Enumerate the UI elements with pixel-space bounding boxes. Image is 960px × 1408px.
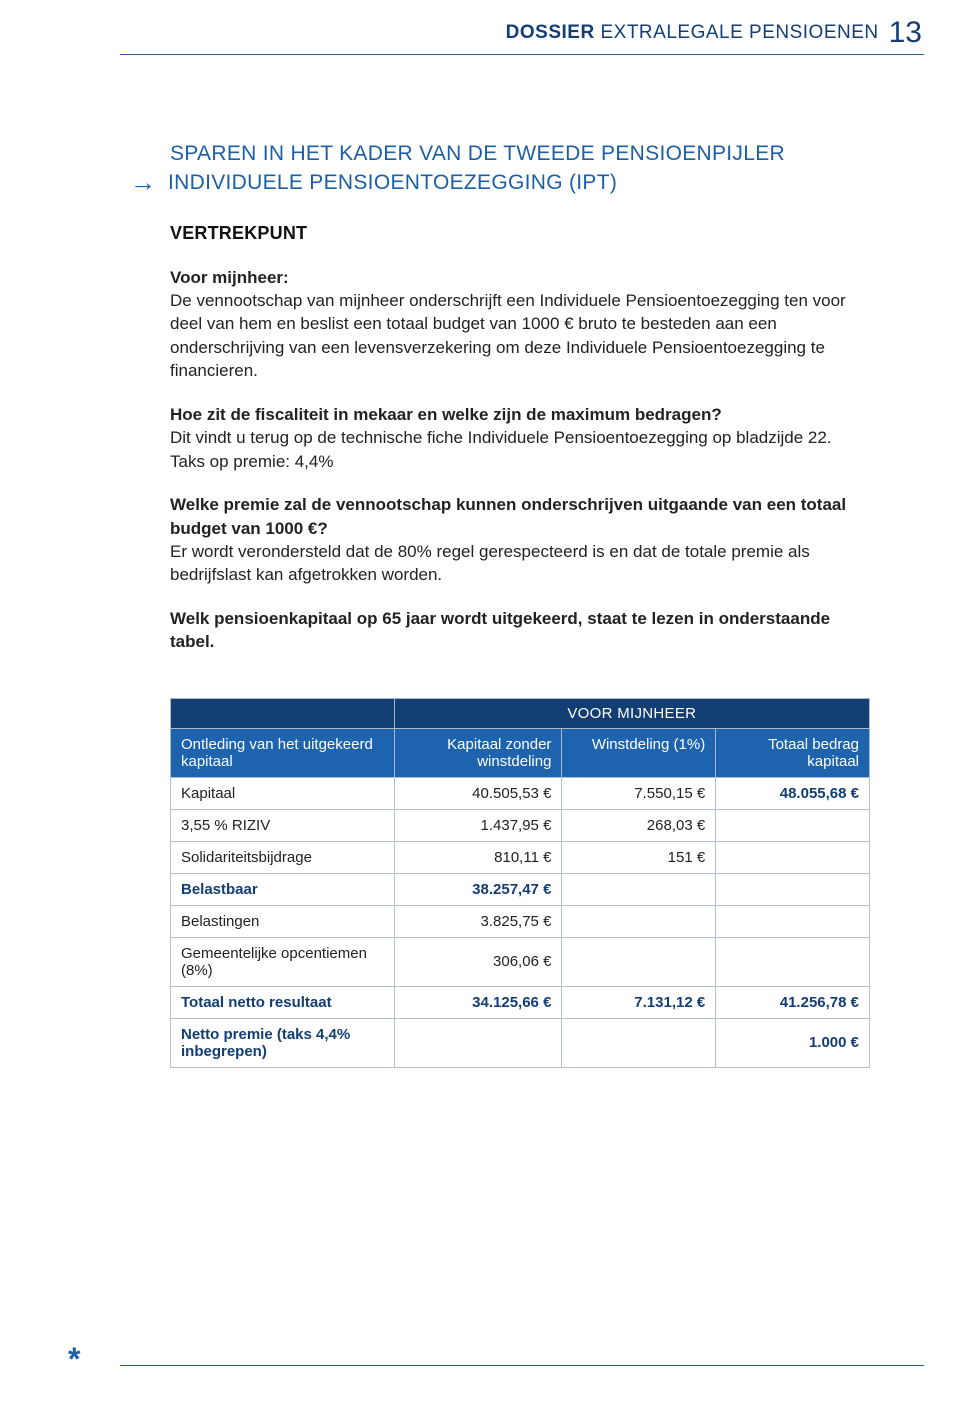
table-cell-label: Kapitaal (171, 777, 395, 809)
table-cell: 48.055,68 € (716, 777, 870, 809)
table-cell-label: 3,55 % RIZIV (171, 809, 395, 841)
table-cell (716, 937, 870, 986)
pension-table: VOOR MIJNHEER Ontleding van het uitgekee… (170, 698, 870, 1068)
table-cell (394, 1018, 562, 1067)
fiscal-heading: Hoe zit de fiscaliteit in mekaar en welk… (170, 403, 870, 426)
table-cell (716, 873, 870, 905)
table-cell: 34.125,66 € (394, 986, 562, 1018)
table-cell: 41.256,78 € (716, 986, 870, 1018)
mijnheer-heading: Voor mijnheer: (170, 266, 870, 289)
footer-rule (120, 1365, 924, 1366)
table-row: Netto premie (taks 4,4% inbegrepen) 1.000… (171, 1018, 870, 1067)
asterisk-icon: * (68, 1341, 80, 1378)
table-cell (562, 873, 716, 905)
page-number: 13 (889, 18, 922, 48)
table-cell: 7.550,15 € (562, 777, 716, 809)
table-banner-blank (171, 698, 395, 728)
table-row: Belastingen3.825,75 € (171, 905, 870, 937)
mijnheer-body: De vennootschap van mijnheer onderschrij… (170, 289, 870, 383)
table-cell: 1.000 € (716, 1018, 870, 1067)
tabel-heading: Welk pensioenkapitaal op 65 jaar wordt u… (170, 607, 870, 654)
table-cell (562, 937, 716, 986)
fiscal-body-2: Taks op premie: 4,4% (170, 450, 870, 473)
table-cell: 40.505,53 € (394, 777, 562, 809)
table-col-1: Ontleding van het uitgekeerd kapitaal (171, 728, 395, 777)
table-cell: 810,11 € (394, 841, 562, 873)
table-row: Gemeentelijke opcentiemen (8%)306,06 € (171, 937, 870, 986)
table-row: 3,55 % RIZIV1.437,95 €268,03 € (171, 809, 870, 841)
table-cell-label: Belastbaar (171, 873, 395, 905)
vertrekpunt-heading: VERTREKPUNT (170, 223, 870, 244)
table-cell-label: Gemeentelijke opcentiemen (8%) (171, 937, 395, 986)
table-cell: 268,03 € (562, 809, 716, 841)
table-cell-label: Netto premie (taks 4,4% inbegrepen) (171, 1018, 395, 1067)
table-col-4: Totaal bedrag kapitaal (716, 728, 870, 777)
arrow-icon: → (130, 169, 156, 195)
table-cell (716, 841, 870, 873)
fiscal-body-1: Dit vindt u terug op de technische fiche… (170, 426, 870, 449)
table-cell: 306,06 € (394, 937, 562, 986)
header-title: EXTRALEGALE PENSIOENEN (595, 22, 879, 43)
table-cell-label: Totaal netto resultaat (171, 986, 395, 1018)
table-cell-label: Belastingen (171, 905, 395, 937)
table-cell: 1.437,95 € (394, 809, 562, 841)
table-row: Totaal netto resultaat34.125,66 €7.131,1… (171, 986, 870, 1018)
premie-heading: Welke premie zal de vennootschap kunnen … (170, 493, 870, 540)
table-row: Solidariteitsbijdrage810,11 €151 € (171, 841, 870, 873)
table-banner: VOOR MIJNHEER (394, 698, 869, 728)
section-title-line2: INDIVIDUELE PENSIOENTOEZEGGING (IPT) (168, 170, 617, 196)
table-col-2: Kapitaal zonder winstdeling (394, 728, 562, 777)
table-cell: 38.257,47 € (394, 873, 562, 905)
table-row: Belastbaar38.257,47 € (171, 873, 870, 905)
section-title-line1: SPAREN IN HET KADER VAN DE TWEEDE PENSIO… (170, 141, 870, 167)
table-col-3: Winstdeling (1%) (562, 728, 716, 777)
table-cell (716, 809, 870, 841)
table-cell: 151 € (562, 841, 716, 873)
table-cell (562, 905, 716, 937)
page-header: DOSSIER EXTRALEGALE PENSIOENEN 13 (0, 0, 960, 50)
table-cell: 3.825,75 € (394, 905, 562, 937)
table-cell (716, 905, 870, 937)
table-cell-label: Solidariteitsbijdrage (171, 841, 395, 873)
header-category: DOSSIER (506, 22, 595, 43)
table-cell (562, 1018, 716, 1067)
table-cell: 7.131,12 € (562, 986, 716, 1018)
premie-body: Er wordt verondersteld dat de 80% regel … (170, 540, 870, 587)
table-row: Kapitaal40.505,53 €7.550,15 €48.055,68 € (171, 777, 870, 809)
